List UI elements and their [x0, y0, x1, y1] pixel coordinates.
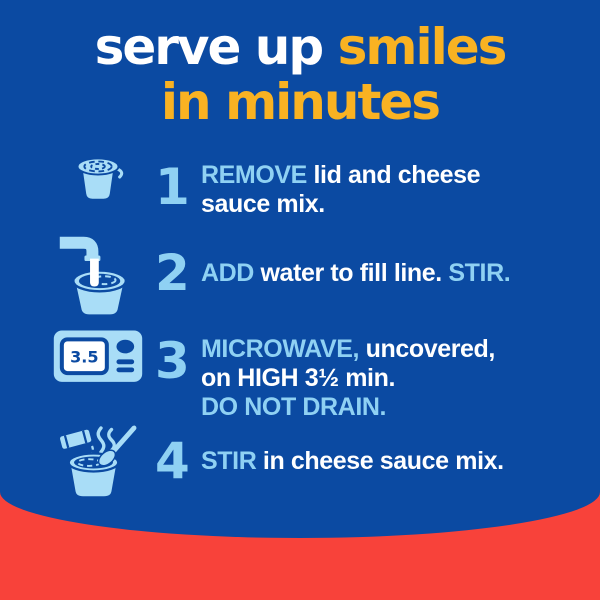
- step-row-1: 1 REMOVE lid and cheese sauce mix.: [40, 150, 588, 219]
- step-text-line: on HIGH 3½ min.: [201, 364, 588, 393]
- keyword: DO NOT DRAIN.: [201, 393, 387, 421]
- step-number: 1: [155, 158, 190, 216]
- text-segment: water to fill line.: [260, 258, 443, 287]
- headline-yellow-text: smiles: [337, 18, 508, 76]
- step-row-2: 2 ADD water to fill line. STIR.: [40, 230, 588, 316]
- step-text-line: ADD water to fill line. STIR.: [201, 259, 588, 288]
- step-number: 2: [155, 244, 190, 302]
- step-text-line: STIR in cheese sauce mix.: [201, 447, 588, 476]
- text-segment: uncovered,: [359, 335, 496, 363]
- step-text: MICROWAVE, uncovered, on HIGH 3½ min. DO…: [201, 335, 588, 422]
- step-text: ADD water to fill line. STIR.: [201, 259, 588, 288]
- keyword: ADD: [201, 258, 261, 287]
- step-text: STIR in cheese sauce mix.: [201, 447, 588, 476]
- keyword: STIR.: [441, 258, 511, 287]
- step-row-4: 4 STIR in cheese sauce mix.: [40, 418, 588, 504]
- text-segment: in cheese sauce mix.: [256, 446, 504, 475]
- microwave-display-time: 3.5: [70, 348, 98, 367]
- headline-white-text: serve up: [94, 18, 325, 76]
- sauce-packet: [59, 429, 91, 449]
- cup-with-lid-icon: [40, 150, 155, 204]
- headline-line1: serve up smiles: [0, 20, 600, 75]
- red-curve-band: [0, 560, 600, 600]
- text-segment: lid and cheese: [306, 161, 481, 189]
- faucet-filling-cup-icon: [40, 230, 155, 316]
- microwave-icon: 3.5: [40, 328, 155, 386]
- step-number: 4: [155, 432, 190, 490]
- step-row-3: 3.5 3 MICROWAVE, uncovered, on HIGH 3½ m…: [40, 328, 588, 422]
- step-number: 3: [155, 332, 190, 390]
- headline-line2: in minutes: [160, 73, 441, 131]
- keyword: STIR: [201, 446, 257, 475]
- keyword: REMOVE: [201, 161, 307, 189]
- step-text-line: DO NOT DRAIN.: [201, 393, 588, 422]
- stir-cup-spoon-packet-icon: [40, 423, 155, 499]
- keyword: MICROWAVE,: [201, 335, 360, 363]
- step-text-line: REMOVE lid and cheese: [201, 161, 588, 190]
- text-segment: sauce mix.: [201, 190, 325, 218]
- instructions-panel: serve up smiles in minutes 1 REMOVE lid …: [0, 0, 600, 538]
- text-segment: on HIGH 3½ min.: [201, 364, 396, 392]
- step-text-line: MICROWAVE, uncovered,: [201, 335, 588, 364]
- step-text: REMOVE lid and cheese sauce mix.: [201, 161, 588, 219]
- step-text-line: sauce mix.: [201, 190, 588, 219]
- headline: serve up smiles in minutes: [0, 20, 600, 130]
